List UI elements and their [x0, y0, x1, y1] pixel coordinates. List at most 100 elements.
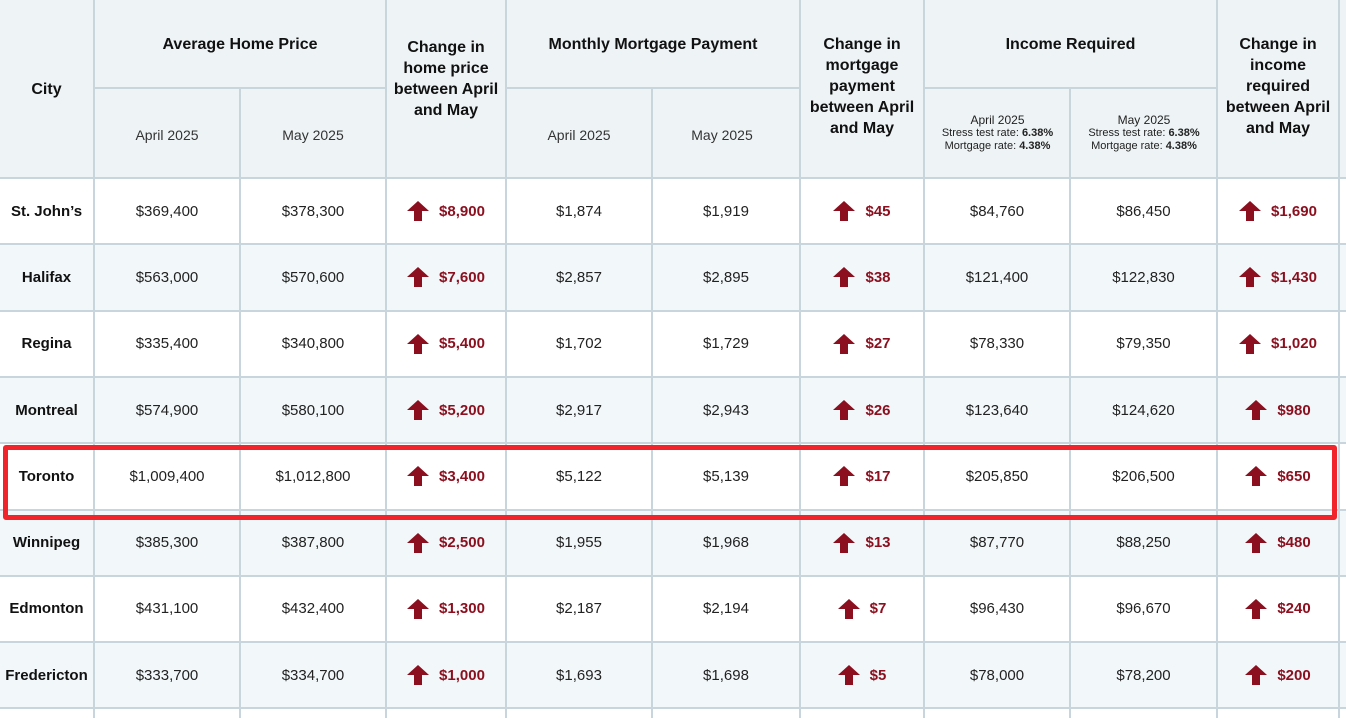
grid-line: [1338, 0, 1340, 718]
change-value: $240: [1277, 600, 1311, 618]
income-may-cell: $124,620: [1112, 401, 1175, 419]
mortgage-may-cell: $1,729: [703, 335, 749, 353]
price-may-cell: $334,700: [281, 666, 345, 684]
price-may-cell: $378,300: [281, 202, 345, 220]
change-value: $5: [869, 666, 887, 684]
city-cell: St. John’s: [10, 202, 83, 220]
price-change-cell: $8,900: [387, 179, 505, 243]
table-row: [0, 643, 1346, 708]
table-row: [0, 179, 1346, 244]
mortgage-change-cell: $26: [801, 378, 923, 442]
arrow-up-icon: [407, 532, 430, 553]
price-april-cell: $574,900: [135, 401, 199, 419]
mortgage-may-cell: $2,943: [703, 401, 749, 419]
price-april-cell: $385,300: [135, 534, 199, 552]
table-row: [0, 311, 1346, 376]
grid-line: [239, 88, 241, 718]
header-change-mortgage-payment: Change in mortgage payment between April…: [809, 36, 915, 137]
grid-line: [1216, 0, 1218, 718]
arrow-up-icon: [1245, 466, 1268, 487]
income-april-cell: $87,770: [969, 534, 1025, 552]
arrow-up-icon: [407, 333, 430, 354]
change-value: $1,300: [439, 600, 485, 618]
price-change-cell: $1,300: [387, 577, 505, 641]
arrow-up-icon: [1239, 333, 1262, 354]
income-april-cell: $96,430: [969, 600, 1025, 618]
table-row: [0, 576, 1346, 642]
header-mortgage-may: May 2025: [691, 126, 753, 143]
income-may-cell: $88,250: [1116, 534, 1171, 552]
price-change-cell: $1,000: [387, 643, 505, 707]
price-april-cell: $563,000: [135, 268, 199, 286]
income-change-cell: $1,690: [1218, 179, 1338, 243]
grid-line: [505, 0, 507, 718]
header-income-april: April 2025 Stress test rate: 6.38% Mortg…: [927, 108, 1068, 158]
income-may-cell: $79,350: [1116, 335, 1171, 353]
price-change-cell: $7,600: [387, 245, 505, 309]
arrow-up-icon: [407, 665, 430, 686]
change-value: $2,500: [439, 534, 485, 552]
price-april-cell: $333,700: [135, 666, 199, 684]
change-value: $27: [865, 335, 891, 353]
change-value: $45: [865, 202, 891, 220]
header-band: [0, 0, 1346, 178]
arrow-up-icon: [407, 400, 430, 421]
table-row: [0, 444, 1346, 509]
change-value: $1,020: [1271, 335, 1317, 353]
header-city: City: [31, 80, 62, 98]
mortgage-change-cell: $38: [801, 245, 923, 309]
grid-line: [385, 0, 387, 718]
mortgage-april-cell: $1,874: [556, 202, 602, 220]
income-april-cell: $78,000: [969, 666, 1025, 684]
income-may-label: May 2025: [1117, 112, 1171, 127]
price-may-cell: $580,100: [281, 401, 345, 419]
grid-line: [93, 87, 387, 89]
change-value: $5,200: [439, 401, 485, 419]
income-april-stress: Stress test rate: 6.38%: [941, 126, 1054, 139]
grid-line: [0, 442, 1346, 445]
price-april-cell: $1,009,400: [129, 467, 205, 485]
income-may-cell: $78,200: [1116, 666, 1171, 684]
mortgage-may-cell: $1,968: [703, 534, 749, 552]
price-change-cell: $5,200: [387, 378, 505, 442]
price-change-cell: $2,500: [387, 511, 505, 575]
toronto-highlight-box: [3, 445, 1337, 520]
arrow-up-icon: [407, 267, 430, 288]
change-value: $5,400: [439, 335, 485, 353]
table-row: [0, 377, 1346, 443]
city-cell: Montreal: [15, 401, 78, 419]
price-change-cell: $5,400: [387, 312, 505, 376]
change-value: $26: [865, 401, 891, 419]
mortgage-may-cell: $2,194: [703, 600, 749, 618]
income-change-cell: $240: [1218, 577, 1338, 641]
mortgage-april-cell: $2,917: [556, 401, 602, 419]
arrow-up-icon: [837, 665, 860, 686]
city-cell: Halifax: [21, 268, 72, 286]
grid-line: [0, 641, 1346, 644]
arrow-up-icon: [407, 466, 430, 487]
income-change-cell: $480: [1218, 511, 1338, 575]
arrow-up-icon: [1239, 201, 1262, 222]
arrow-up-icon: [1245, 665, 1268, 686]
income-change-cell: $650: [1218, 444, 1338, 508]
change-value: $3,400: [439, 467, 485, 485]
change-value: $200: [1277, 666, 1311, 684]
city-cell: Regina: [21, 335, 72, 353]
header-price-april: April 2025: [135, 126, 199, 143]
arrow-up-icon: [833, 532, 856, 553]
price-april-cell: $335,400: [135, 335, 199, 353]
grid-line: [0, 707, 1346, 710]
arrow-up-icon: [837, 598, 860, 619]
mortgage-april-cell: $2,857: [556, 268, 602, 286]
price-may-cell: $432,400: [281, 600, 345, 618]
grid-line: [0, 508, 1346, 511]
city-cell: Toronto: [18, 467, 75, 485]
mortgage-april-cell: $1,955: [556, 534, 602, 552]
price-may-cell: $570,600: [281, 268, 345, 286]
grid-line: [0, 309, 1346, 312]
income-april-cell: $121,400: [965, 268, 1029, 286]
city-cell: Edmonton: [9, 600, 84, 618]
income-april-cell: $205,850: [965, 467, 1029, 485]
header-change-income-required: Change in income required between April …: [1225, 36, 1331, 137]
arrow-up-icon: [1245, 598, 1268, 619]
